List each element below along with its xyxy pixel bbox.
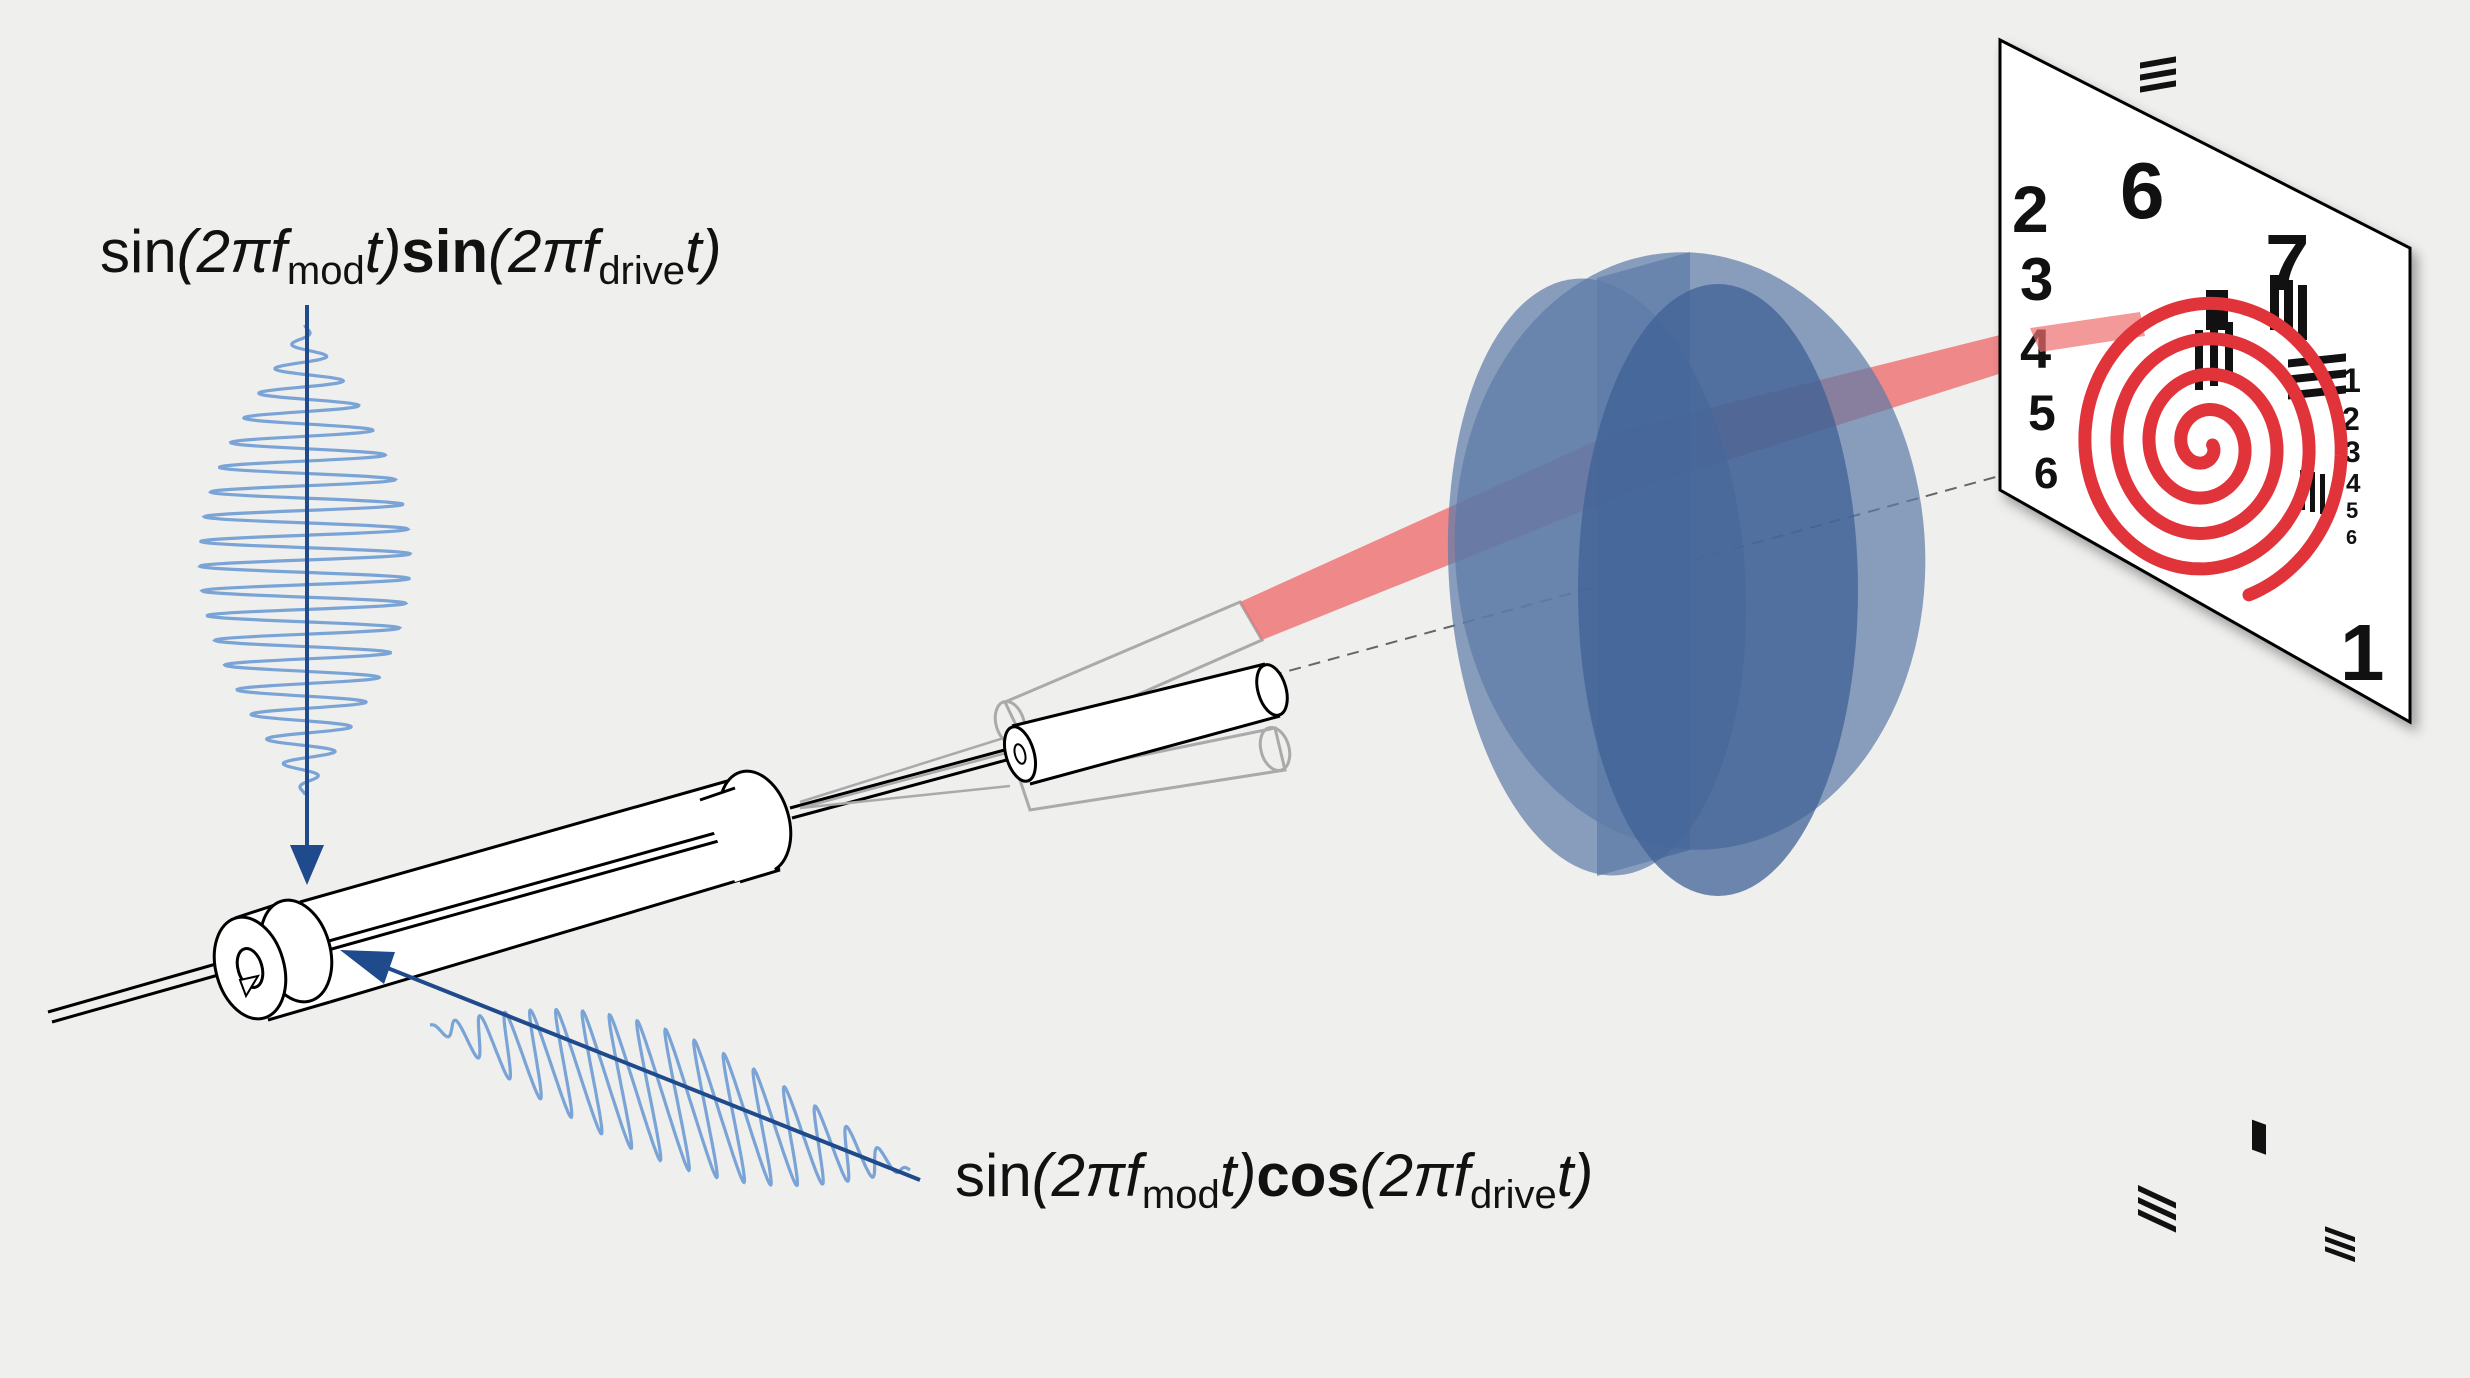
element-label: 6 xyxy=(2346,527,2357,549)
group-label: 6 xyxy=(2034,449,2058,498)
cos-drive-equation: sin(2πfmodt)cos(2πfdrivet) xyxy=(955,1142,1594,1217)
element-label: 4 xyxy=(2346,468,2361,498)
fiber-tip xyxy=(1002,662,1289,786)
element-label: 1 xyxy=(2342,362,2361,400)
resolution-target-icon: 6 7 1 2 3 4 5 6 1 2 3 4 5 6 xyxy=(1998,37,2412,1263)
group-label: 3 xyxy=(2020,246,2053,313)
objective-lens-icon xyxy=(1447,252,1926,896)
input-fiber xyxy=(47,958,237,1024)
group-label: 1 xyxy=(2340,608,2385,697)
sin-drive-equation: sin(2πfmodt)sin(2πfdrivet) xyxy=(100,218,722,293)
cos-drive-waveform xyxy=(429,1007,911,1188)
group-label: 5 xyxy=(2028,385,2056,441)
cos-drive-arrow xyxy=(354,953,921,1182)
piezo-tube-scanner xyxy=(212,769,793,1022)
beam-on-target xyxy=(2030,312,2145,352)
fiber-cantilever xyxy=(789,734,1015,820)
spiral-scan-icon xyxy=(2078,296,2348,602)
element-label: 5 xyxy=(2346,498,2358,523)
group-label: 7 xyxy=(2265,218,2310,307)
group-label: 6 xyxy=(2120,146,2165,235)
element-label: 3 xyxy=(2344,436,2361,469)
element-label: 2 xyxy=(2342,401,2360,437)
group-label: 2 xyxy=(2012,172,2049,246)
